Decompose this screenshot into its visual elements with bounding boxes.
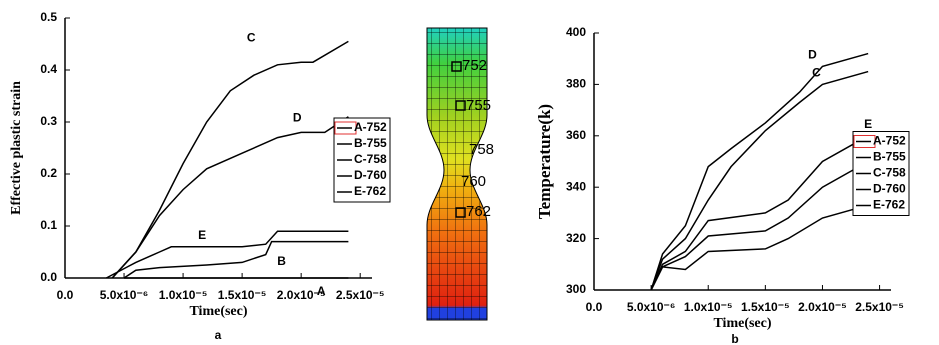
- series-line: [651, 54, 868, 290]
- y-tick-label: 0.2: [40, 166, 57, 180]
- x-tick-label: 5.0x10⁻⁶: [627, 300, 676, 314]
- y-tick-label: 0.5: [40, 10, 57, 24]
- legend-label: D-760: [354, 168, 387, 182]
- series-annotation: D: [293, 111, 302, 125]
- legend-label: C-758: [873, 166, 906, 180]
- y-axis-label: Effective plastic strain: [9, 81, 24, 215]
- series-annotation: E: [864, 117, 872, 131]
- legend-label: B-755: [354, 136, 387, 150]
- legend-label: A-752: [354, 120, 387, 134]
- chart: 300 320 340 360 380 400 0.0 5.0x10⁻⁶ 1.0x10⁻⁵ 1.5…: [535, 25, 909, 345]
- y-tick-label: 340: [566, 179, 586, 193]
- x-tick-label: 2.5x10⁻⁵: [336, 288, 385, 302]
- y-tick-label: 360: [566, 128, 586, 142]
- x-axis-label: Time(sec): [189, 304, 247, 319]
- legend-label: C-758: [354, 152, 387, 166]
- legend-label: A-752: [873, 134, 906, 148]
- y-tick-label: 320: [566, 231, 586, 245]
- caption: b: [731, 332, 738, 345]
- x-tick-label: 0.0: [57, 288, 74, 302]
- y-tick-label: 0.0: [40, 270, 57, 284]
- chart: 0.0 0.1 0.2 0.3 0.4 0.5 0.0 5.0x10⁻⁶ 1.0x10⁻⁵ 1.5…: [9, 10, 390, 342]
- x-tick-label: 1.5x10⁻⁵: [218, 288, 267, 302]
- series-line: [651, 162, 868, 291]
- x-tick-label: 1.0x10⁻⁵: [684, 300, 733, 314]
- series-annotation: A: [317, 284, 326, 298]
- y-axis-label: Temperature(k): [535, 104, 554, 219]
- legend-label: E-762: [354, 184, 386, 198]
- x-tick-label: 5.0x10⁻⁶: [100, 288, 149, 302]
- mesh-label: 762: [466, 203, 491, 220]
- y-tick-label: 0.4: [40, 62, 57, 76]
- caption: a: [215, 328, 222, 342]
- mesh-label: 760: [461, 173, 486, 190]
- mesh-label: 752: [462, 57, 487, 74]
- series-line: [651, 136, 868, 290]
- mesh-label: 755: [466, 97, 491, 114]
- y-tick-label: 400: [566, 25, 586, 39]
- series-line: [651, 205, 868, 290]
- x-tick-label: 0.0: [586, 300, 603, 314]
- figure: 752 755 758 760 762 0.00.10.20.30.40.50.…: [0, 0, 939, 345]
- series-line: [112, 117, 348, 278]
- mesh-label: 758: [469, 141, 494, 158]
- x-tick-label: 2.0x10⁻⁵: [798, 300, 847, 314]
- y-tick-label: 0.3: [40, 114, 57, 128]
- mesh: 752 755 758 760 762: [427, 28, 494, 320]
- legend-label: E-762: [873, 198, 905, 212]
- series-annotation: E: [198, 228, 206, 242]
- series-line: [106, 231, 348, 278]
- y-tick-label: 380: [566, 77, 586, 91]
- series-line: [112, 41, 348, 278]
- y-tick-label: 0.1: [40, 218, 57, 232]
- series-annotation: D: [808, 48, 817, 62]
- series-annotation: B: [277, 254, 286, 268]
- series-annotation: C: [247, 30, 256, 44]
- legend-label: B-755: [873, 150, 906, 164]
- x-axis-label: Time(sec): [713, 316, 771, 331]
- y-tick-label: 300: [566, 282, 586, 296]
- x-tick-label: 2.5x10⁻⁵: [855, 300, 904, 314]
- x-tick-label: 1.0x10⁻⁵: [159, 288, 208, 302]
- x-tick-label: 1.5x10⁻⁵: [741, 300, 790, 314]
- legend-label: D-760: [873, 182, 906, 196]
